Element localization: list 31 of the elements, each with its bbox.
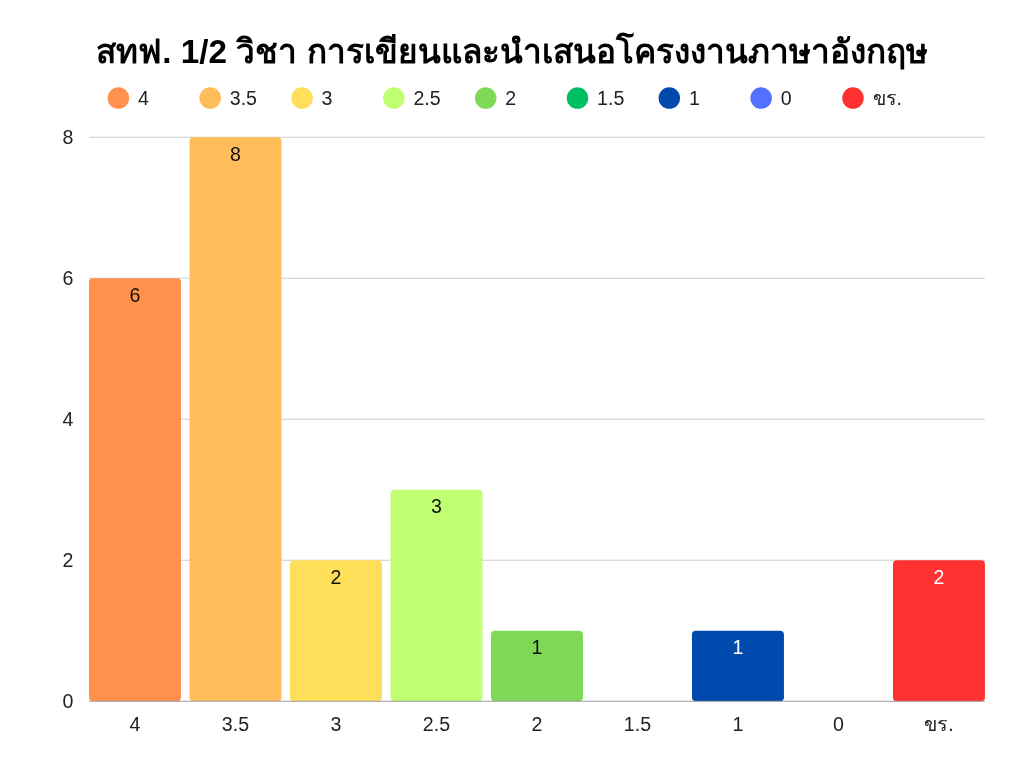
legend-label: 0 <box>780 86 792 109</box>
legend-label: 3.5 <box>229 86 258 109</box>
x-tick-label: 2.5 <box>422 712 451 735</box>
y-tick-label: 6 <box>62 267 74 290</box>
legend-label: ขร. <box>872 86 902 109</box>
x-tick-label: 2 <box>531 712 543 735</box>
chart-title: สทฟ. 1/2 วิชา การเขียนและนำเสนอโครงงานภาษาอังกฤษ <box>96 31 928 70</box>
x-tick-label: 0 <box>833 712 845 735</box>
data-label: 1 <box>732 636 744 659</box>
legend-label: 2.5 <box>413 86 441 109</box>
legend-label: 4 <box>137 86 149 109</box>
y-tick-label: 4 <box>62 408 74 431</box>
data-label: 1 <box>531 636 543 659</box>
data-label: 6 <box>129 283 141 306</box>
data-label: 2 <box>933 565 945 588</box>
data-label: 8 <box>230 142 242 165</box>
legend-label: 3 <box>321 86 333 109</box>
y-tick-label: 2 <box>62 549 74 572</box>
data-label: 2 <box>330 565 342 588</box>
data-label: 3 <box>431 495 443 518</box>
y-tick-label: 8 <box>62 126 74 149</box>
x-tick-label: ขร. <box>924 712 954 735</box>
legend-label: 1.5 <box>597 86 625 109</box>
y-tick-label: 0 <box>62 690 74 713</box>
x-tick-label: 3.5 <box>221 712 250 735</box>
x-tick-label: 1 <box>732 712 744 735</box>
x-tick-label: 1.5 <box>623 712 652 735</box>
legend-label: 1 <box>688 86 700 109</box>
legend-label: 2 <box>505 86 517 109</box>
x-tick-label: 3 <box>330 712 342 735</box>
x-tick-label: 4 <box>129 712 141 735</box>
